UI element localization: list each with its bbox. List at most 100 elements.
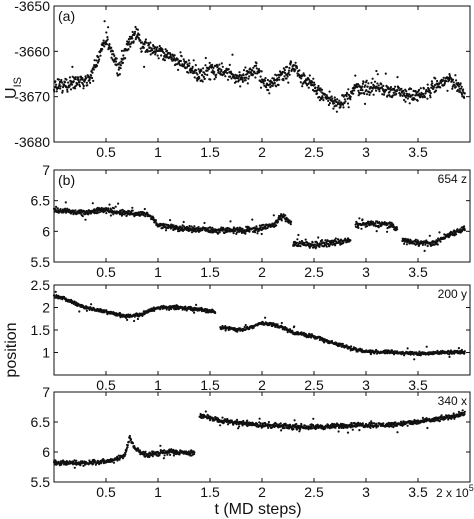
data-point bbox=[354, 74, 357, 77]
data-point bbox=[151, 49, 154, 52]
data-point bbox=[131, 30, 134, 34]
data-point bbox=[74, 209, 77, 212]
data-point bbox=[311, 241, 314, 244]
x-tick-label: 1.5 bbox=[200, 377, 220, 393]
data-point bbox=[254, 72, 257, 75]
data-point bbox=[301, 85, 304, 88]
data-point bbox=[255, 62, 258, 65]
y-tick-label: 6.5 bbox=[31, 414, 51, 430]
data-point bbox=[428, 90, 431, 93]
data-point bbox=[129, 438, 133, 441]
data-point bbox=[460, 93, 464, 96]
data-point bbox=[78, 85, 82, 88]
data-point bbox=[182, 225, 186, 228]
data-point bbox=[239, 85, 242, 88]
data-point bbox=[248, 75, 251, 78]
data-point bbox=[356, 224, 360, 228]
data-point bbox=[247, 226, 250, 229]
data-point bbox=[192, 59, 195, 62]
data-point bbox=[207, 67, 211, 71]
data-point bbox=[288, 73, 291, 76]
data-point bbox=[339, 104, 342, 108]
panel-letter: (b) bbox=[58, 172, 75, 188]
data-point bbox=[316, 92, 319, 95]
data-point bbox=[189, 71, 192, 74]
data-point bbox=[401, 94, 404, 97]
data-point bbox=[413, 98, 416, 101]
x-tick-label: 3.5 bbox=[408, 484, 428, 500]
data-point bbox=[296, 238, 299, 241]
plot-frame bbox=[53, 169, 471, 263]
data-point bbox=[264, 77, 267, 80]
data-point bbox=[53, 90, 56, 93]
data-point bbox=[204, 410, 207, 413]
x-tick-label: 0.5 bbox=[96, 377, 116, 393]
data-point bbox=[234, 80, 238, 83]
data-point bbox=[328, 90, 331, 93]
data-point bbox=[112, 213, 115, 216]
data-point bbox=[333, 96, 336, 99]
data-point bbox=[188, 64, 191, 67]
data-point bbox=[200, 69, 203, 72]
x-tick-label: 3 bbox=[362, 264, 370, 280]
data-point bbox=[244, 232, 247, 235]
data-point bbox=[159, 444, 162, 447]
data-point bbox=[276, 323, 279, 326]
data-point bbox=[82, 87, 85, 90]
data-point bbox=[180, 55, 183, 58]
y-tick-label: 6.5 bbox=[31, 193, 51, 209]
data-point bbox=[448, 73, 451, 76]
data-point bbox=[249, 71, 252, 74]
data-point bbox=[108, 43, 111, 46]
data-point bbox=[286, 75, 289, 78]
data-point bbox=[448, 75, 451, 78]
data-point bbox=[70, 83, 74, 86]
y-tick-label: -3680 bbox=[14, 134, 50, 150]
data-point bbox=[335, 110, 338, 113]
data-point bbox=[403, 92, 406, 95]
data-point bbox=[294, 61, 297, 64]
data-point bbox=[356, 83, 360, 86]
data-point bbox=[89, 81, 92, 84]
data-point bbox=[346, 102, 350, 105]
data-point bbox=[94, 66, 97, 69]
x-tick-label: 1 bbox=[154, 144, 162, 160]
data-point bbox=[457, 83, 460, 86]
data-point bbox=[238, 425, 241, 428]
data-point bbox=[377, 84, 380, 87]
data-point bbox=[369, 426, 372, 429]
data-point bbox=[358, 429, 361, 432]
data-point bbox=[262, 223, 265, 226]
x-tick-label: 3 bbox=[362, 377, 370, 393]
data-point bbox=[295, 66, 299, 69]
data-point bbox=[126, 446, 129, 449]
data-point bbox=[127, 440, 130, 443]
y-tick-label: -3660 bbox=[14, 43, 50, 59]
data-point bbox=[293, 325, 296, 328]
data-point bbox=[440, 81, 443, 84]
data-point bbox=[457, 85, 460, 88]
data-point bbox=[97, 59, 100, 63]
y-tick-label: 1 bbox=[42, 345, 50, 361]
data-point bbox=[280, 217, 283, 220]
data-point bbox=[338, 99, 341, 102]
y-axis-label-position: position bbox=[3, 322, 20, 377]
data-point bbox=[277, 83, 280, 87]
data-point bbox=[134, 30, 137, 33]
data-point bbox=[138, 449, 142, 452]
data-point bbox=[78, 310, 81, 313]
data-point bbox=[139, 47, 142, 50]
data-point bbox=[367, 82, 370, 85]
data-point bbox=[188, 229, 191, 232]
data-point bbox=[421, 243, 424, 246]
data-point bbox=[228, 63, 231, 66]
data-point bbox=[456, 89, 459, 92]
data-point bbox=[132, 40, 135, 43]
data-point bbox=[116, 72, 119, 75]
data-point bbox=[193, 71, 196, 74]
data-point bbox=[124, 453, 127, 456]
data-point bbox=[112, 207, 116, 210]
data-point bbox=[188, 224, 191, 228]
data-point bbox=[327, 242, 330, 246]
data-point bbox=[346, 97, 349, 100]
